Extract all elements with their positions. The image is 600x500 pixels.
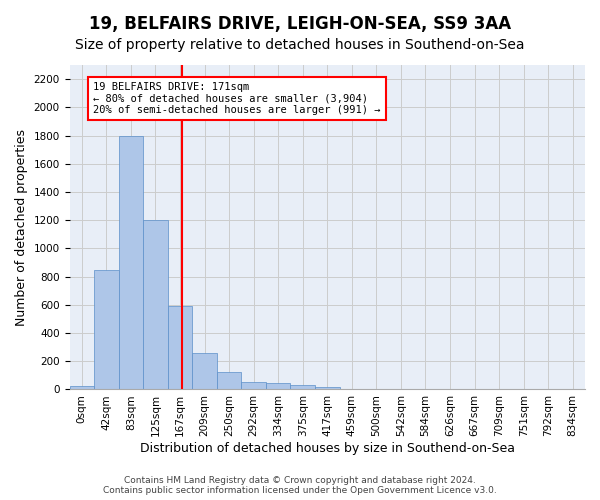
Bar bbox=[290, 385, 315, 390]
Text: Size of property relative to detached houses in Southend-on-Sea: Size of property relative to detached ho… bbox=[75, 38, 525, 52]
Bar bbox=[94, 270, 119, 390]
Bar bbox=[143, 220, 168, 390]
Bar bbox=[192, 353, 217, 390]
Text: Contains HM Land Registry data © Crown copyright and database right 2024.
Contai: Contains HM Land Registry data © Crown c… bbox=[103, 476, 497, 495]
Bar bbox=[70, 386, 94, 390]
X-axis label: Distribution of detached houses by size in Southend-on-Sea: Distribution of detached houses by size … bbox=[140, 442, 515, 455]
Bar bbox=[119, 136, 143, 390]
Text: 19 BELFAIRS DRIVE: 171sqm
← 80% of detached houses are smaller (3,904)
20% of se: 19 BELFAIRS DRIVE: 171sqm ← 80% of detac… bbox=[93, 82, 380, 115]
Y-axis label: Number of detached properties: Number of detached properties bbox=[15, 128, 28, 326]
Bar bbox=[168, 306, 192, 390]
Bar bbox=[266, 383, 290, 390]
Bar bbox=[241, 382, 266, 390]
Bar bbox=[217, 372, 241, 390]
Text: 19, BELFAIRS DRIVE, LEIGH-ON-SEA, SS9 3AA: 19, BELFAIRS DRIVE, LEIGH-ON-SEA, SS9 3A… bbox=[89, 15, 511, 33]
Bar bbox=[315, 388, 340, 390]
